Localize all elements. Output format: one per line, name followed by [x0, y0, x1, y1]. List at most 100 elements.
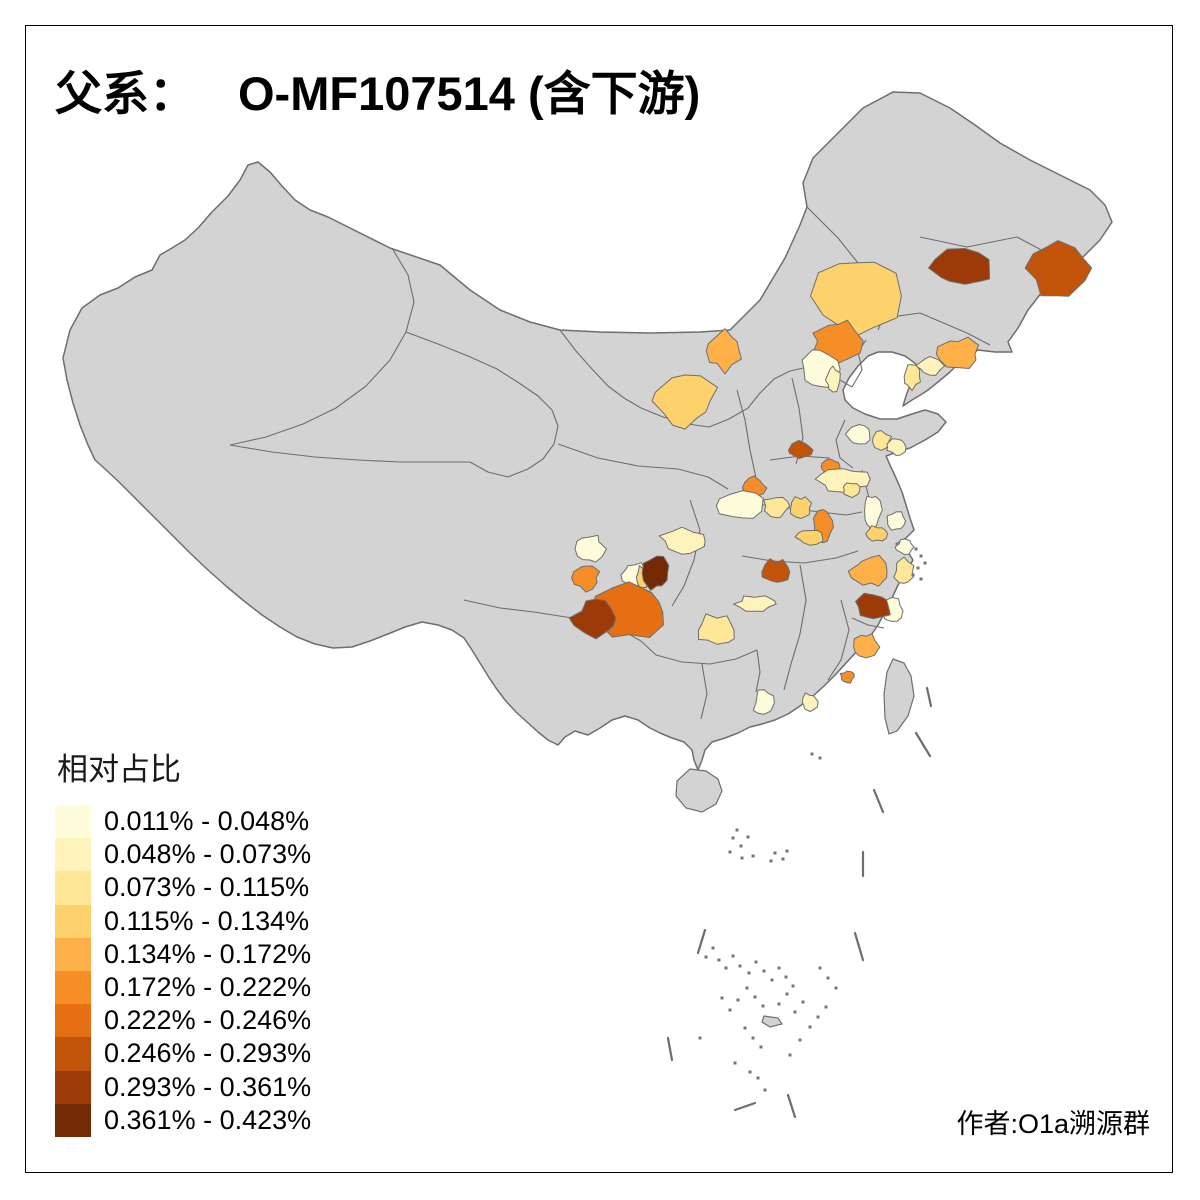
small-island-dot	[769, 859, 773, 863]
map-region	[839, 670, 855, 684]
page-title: 父系： O-MF107514 (含下游)	[55, 55, 700, 124]
small-island-dot	[717, 958, 721, 962]
map-region	[893, 556, 915, 584]
legend-label: 0.293% - 0.361%	[104, 1071, 312, 1102]
small-island-dot	[919, 554, 923, 558]
legend-swatch	[55, 970, 91, 1005]
legend-item: 0.361% - 0.423%	[55, 1103, 312, 1138]
small-island-dot	[728, 1008, 732, 1012]
small-island-dot	[735, 828, 739, 832]
island	[675, 768, 723, 813]
province-border	[700, 663, 708, 720]
legend-label: 0.361% - 0.423%	[104, 1104, 312, 1135]
sea-boundary-dash	[786, 1093, 797, 1119]
map-region	[705, 328, 742, 375]
small-island-dot	[736, 998, 740, 1002]
small-island-dot	[777, 1002, 781, 1006]
small-island-dot	[785, 849, 789, 853]
province-border	[559, 329, 642, 409]
legend-swatch	[55, 1070, 91, 1104]
small-island-dot	[791, 984, 795, 988]
map-region	[574, 534, 607, 563]
attribution: 作者:O1a溯源群	[956, 1109, 1150, 1139]
small-island-dot	[733, 1061, 737, 1065]
legend-label: 0.172% - 0.222%	[104, 971, 312, 1002]
small-island-dot	[773, 851, 777, 855]
legend-item: 0.222% - 0.246%	[55, 1004, 312, 1038]
mainland-landmass	[62, 91, 1113, 771]
map-region	[903, 364, 921, 392]
sea-boundary-dash	[696, 928, 707, 955]
small-island-dot	[798, 1038, 802, 1042]
small-island-dot	[793, 1010, 797, 1014]
map-region	[935, 336, 980, 369]
small-island-dot	[740, 856, 744, 860]
small-island-dot	[751, 1036, 755, 1040]
map-region	[847, 554, 888, 587]
small-island-dot	[762, 969, 766, 973]
legend-item: 0.172% - 0.222%	[55, 970, 312, 1005]
province-border	[755, 649, 761, 693]
map-region	[1024, 240, 1093, 297]
small-island-dot	[914, 547, 918, 551]
legend-label: 0.134% - 0.172%	[104, 938, 312, 969]
small-island-dot	[916, 566, 920, 570]
island	[883, 658, 915, 735]
small-island-dot	[761, 1004, 765, 1008]
legend-item: 0.293% - 0.361%	[55, 1070, 312, 1104]
map-region	[698, 613, 735, 645]
sea-boundary-dash	[666, 1036, 674, 1062]
map-region	[886, 511, 907, 531]
legend: 相对占比 0.011% - 0.048% 0.048% - 0.073% 0.073…	[55, 744, 312, 1138]
legend-label: 0.246% - 0.293%	[104, 1038, 312, 1069]
map-region	[763, 496, 791, 519]
small-island-dot	[919, 577, 923, 581]
province-border	[741, 550, 859, 564]
sea-boundary-dash	[914, 731, 932, 758]
small-island-dot	[698, 1036, 702, 1040]
small-island-dot	[818, 966, 822, 970]
small-island-dot	[810, 752, 814, 756]
title-haplogroup: O-MF107514 (含下游)	[238, 67, 701, 120]
small-island-dot	[731, 954, 735, 958]
island	[761, 1015, 783, 1028]
map-region	[864, 495, 883, 530]
small-island-dot	[777, 966, 781, 970]
legend-swatch	[55, 838, 91, 872]
legend-label: 0.222% - 0.246%	[104, 1005, 312, 1036]
map-region	[855, 592, 891, 620]
sea-boundary-dash	[733, 1101, 757, 1112]
legend-item: 0.115% - 0.134%	[55, 904, 311, 938]
small-island-dot	[759, 1045, 763, 1049]
sea-boundary-dash	[872, 788, 885, 814]
map-region	[894, 538, 915, 556]
province-border	[655, 649, 758, 665]
map-region	[761, 558, 791, 583]
map-region	[789, 496, 813, 519]
small-island-dot	[785, 992, 789, 996]
small-island-dot	[748, 1070, 752, 1074]
map-region	[801, 692, 819, 712]
map-region	[752, 689, 775, 715]
province-border	[783, 564, 807, 691]
province-border	[835, 419, 854, 469]
legend-swatch	[55, 1004, 91, 1038]
map-region	[571, 565, 601, 593]
sea-boundary-dash	[853, 931, 865, 962]
small-island-dot	[770, 978, 774, 982]
small-island-dot	[746, 835, 750, 839]
map-region	[825, 365, 841, 393]
small-island-dot	[834, 986, 838, 990]
legend-title: 相对占比	[57, 752, 181, 787]
legend-item: 0.134% - 0.172%	[55, 937, 312, 972]
small-island-dot	[818, 756, 822, 760]
province-border	[557, 443, 729, 490]
legend-item: 0.073% - 0.115%	[55, 871, 311, 905]
map-region	[658, 526, 706, 555]
small-island-dot	[704, 955, 708, 959]
legend-item: 0.048% - 0.073%	[55, 838, 311, 872]
legend-swatch	[55, 871, 91, 905]
small-island-dot	[808, 1025, 812, 1029]
